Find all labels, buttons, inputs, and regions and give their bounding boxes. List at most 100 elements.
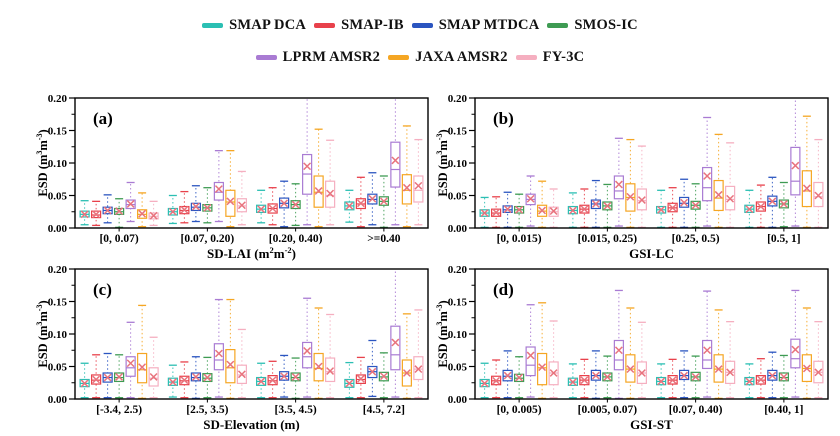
y-axis-label: ESD (m3m-3): [435, 300, 450, 367]
boxplot-lprm-amsr2: [302, 297, 313, 398]
panel-c-chart: ESD (m3m-3) 0.00 0.05 0.10 0.15 0.20 [-3.4, 2.…: [35, 264, 430, 436]
boxplot-smap-mtdca: [767, 351, 778, 399]
x-tick-label: [0.40, 1]: [764, 404, 803, 416]
lprm-amsr2-swatch-icon: [255, 54, 277, 60]
mean-x-marker: [368, 367, 377, 376]
plot-frame: [474, 268, 829, 400]
boxplot-lprm-amsr2: [613, 137, 624, 227]
boxplot-smap-mtdca: [590, 179, 601, 229]
boxplot-lprm-amsr2: [702, 290, 713, 398]
smos-ic-swatch-icon: [547, 22, 569, 28]
mean-x-marker: [691, 372, 700, 381]
mean-x-marker: [115, 207, 124, 216]
boxplot-smap-mtdca: [367, 339, 378, 398]
mean-x-marker: [526, 194, 535, 203]
mean-x-marker: [402, 183, 411, 192]
boxplot-lprm-amsr2: [302, 98, 313, 226]
legend: SMAP DCA SMAP-IB SMAP MTDCA SMOS-IC LPRM AMS…: [0, 6, 840, 70]
mean-x-marker: [280, 199, 289, 208]
boxplot-smap-dca: [167, 194, 178, 225]
boxplot-smos-ic: [202, 356, 213, 399]
boxplot-smap-mtdca: [502, 191, 513, 229]
mean-x-marker: [726, 194, 735, 203]
mean-x-marker: [391, 338, 400, 347]
y-tick-label: 0.00: [48, 394, 68, 406]
mean-x-marker: [203, 373, 212, 382]
boxplot-smos-ic: [602, 183, 613, 229]
mean-x-marker: [237, 201, 246, 210]
mean-x-marker: [549, 369, 558, 377]
boxplot-fy-3c: [148, 200, 159, 227]
mean-x-marker: [626, 192, 635, 201]
mean-x-marker: [680, 371, 689, 380]
boxplot-lprm-amsr2: [390, 98, 401, 226]
boxplot-fy-3c: [813, 321, 824, 399]
mean-x-marker: [515, 205, 524, 214]
mean-x-marker: [802, 184, 811, 193]
boxplot-fy-3c: [325, 313, 336, 399]
mean-x-marker: [614, 346, 623, 355]
x-tick-label: [-3.4, 2.5): [96, 404, 142, 416]
legend-label: SMAP-IB: [341, 16, 404, 33]
panel-letter: (c): [93, 280, 112, 299]
mean-x-marker: [257, 377, 266, 386]
x-tick-label: [0.25, 0.5): [672, 233, 720, 245]
boxplot-smap-ib: [91, 354, 102, 399]
boxplot-smap-dca: [256, 362, 267, 399]
boxplot-smap-mtdca: [502, 350, 513, 399]
legend-item-lprm-amsr2: LPRM AMSR2: [255, 49, 380, 66]
mean-x-marker: [326, 189, 335, 198]
mean-x-marker: [768, 371, 777, 380]
mean-x-marker: [214, 349, 223, 358]
mean-x-marker: [356, 374, 365, 383]
boxplot-jaxa-amsr2: [801, 115, 812, 229]
mean-x-marker: [791, 345, 800, 354]
mean-x-marker: [637, 369, 646, 377]
boxplot-smap-ib: [267, 187, 278, 226]
panel-d-plot: ESD (m3m-3) 0.00 0.05 0.10 0.15 0.20 [0, 0.005…: [435, 264, 829, 432]
mean-x-marker: [368, 194, 377, 203]
panel-b-plot: ESD (m3m-3) 0.00 0.05 0.10 0.15 0.20 [0, 0.015…: [435, 93, 829, 261]
boxplot-smap-mtdca: [190, 185, 201, 223]
mean-x-marker: [802, 364, 811, 373]
mean-x-marker: [291, 372, 300, 381]
x-axis-label: SD-Elevation (m): [203, 417, 299, 432]
legend-label: SMAP DCA: [229, 16, 307, 33]
legend-item-smap-dca: SMAP DCA: [202, 17, 306, 34]
mean-x-marker: [214, 185, 223, 193]
boxplot-jaxa-amsr2: [801, 307, 812, 400]
boxplot-fy-3c: [236, 328, 247, 399]
mean-x-marker: [668, 376, 677, 385]
mean-x-marker: [568, 206, 577, 215]
boxplot-smap-mtdca: [679, 178, 690, 229]
smap-mtdca-swatch-icon: [411, 22, 433, 28]
mean-x-marker: [326, 367, 335, 375]
mean-x-marker: [314, 362, 323, 371]
x-tick-label: >=0.40: [367, 233, 400, 245]
mean-x-marker: [138, 209, 147, 218]
mean-x-marker: [414, 181, 423, 190]
boxplot-fy-3c: [813, 138, 824, 229]
mean-x-marker: [657, 205, 666, 214]
boxplot-smap-mtdca: [279, 180, 290, 228]
mean-x-marker: [268, 376, 277, 385]
mean-x-marker: [492, 208, 501, 217]
mean-x-marker: [257, 205, 266, 214]
mean-x-marker: [180, 376, 189, 385]
boxplot-fy-3c: [413, 309, 424, 399]
mean-x-marker: [503, 371, 512, 380]
x-tick-label: [0, 0.07): [99, 233, 138, 245]
boxplot-smap-ib: [355, 356, 366, 399]
x-axis-label: SD-LAI (m2m-2): [207, 245, 296, 261]
boxplot-smap-ib: [755, 358, 766, 399]
legend-row-2: LPRM AMSR2 JAXA AMSR2 FY-3C: [252, 44, 589, 70]
mean-x-marker: [168, 207, 177, 216]
smap-dca-swatch-icon: [202, 22, 224, 28]
boxplot-fy-3c: [325, 139, 336, 226]
boxplot-smap-dca: [79, 200, 90, 226]
mean-x-marker: [538, 206, 547, 215]
x-tick-label: [0.07, 0.20): [181, 233, 235, 245]
mean-x-marker: [480, 209, 489, 217]
plot-frame: [74, 97, 429, 229]
boxplot-lprm-amsr2: [213, 150, 224, 223]
